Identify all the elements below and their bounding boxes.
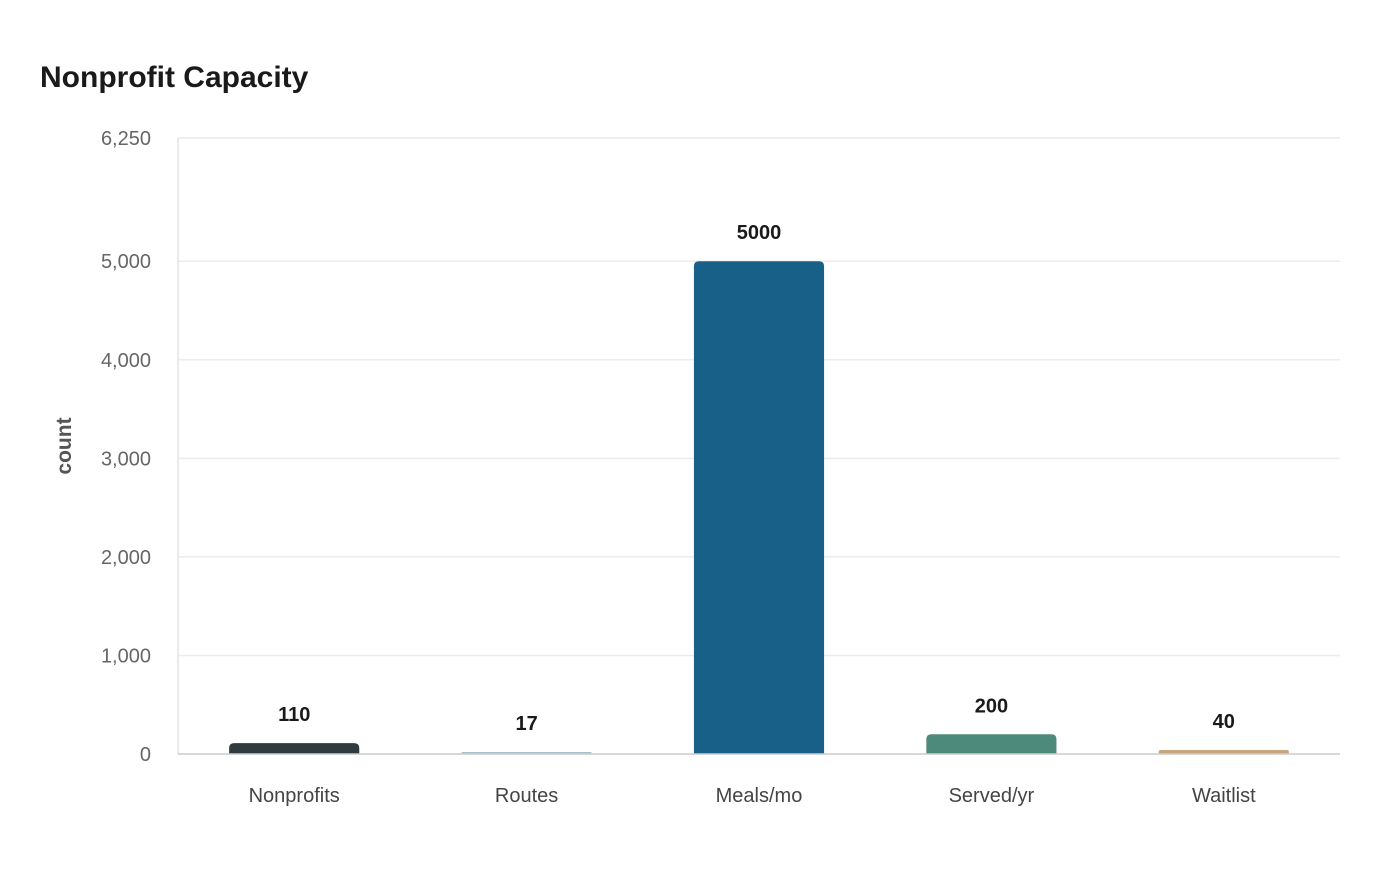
data-label: 200 bbox=[975, 695, 1008, 717]
y-tick-label: 5,000 bbox=[101, 251, 151, 273]
bar-served-yr bbox=[926, 734, 1057, 754]
bar-meals-mo bbox=[693, 261, 825, 754]
x-category-label: Served/yr bbox=[949, 785, 1035, 807]
data-label: 5000 bbox=[737, 222, 782, 244]
y-tick-labels: 0 1,000 2,000 3,000 4,000 5,000 6,250 bbox=[101, 128, 151, 766]
y-tick-label: 4,000 bbox=[101, 350, 151, 372]
y-tick-label: 6,250 bbox=[101, 128, 151, 150]
bars bbox=[229, 261, 1289, 754]
chart-title: Nonprofit Capacity bbox=[40, 61, 309, 94]
data-label: 17 bbox=[515, 713, 537, 735]
x-category-label: Routes bbox=[495, 785, 558, 807]
y-tick-label: 3,000 bbox=[101, 448, 151, 470]
bar-waitlist bbox=[1158, 750, 1289, 754]
y-tick-label: 1,000 bbox=[101, 645, 151, 667]
y-tick-label: 0 bbox=[140, 744, 151, 766]
x-category-label: Waitlist bbox=[1192, 785, 1256, 807]
category-labels: Nonprofits Routes Meals/mo Served/yr Waitlis… bbox=[249, 785, 1256, 807]
data-label: 110 bbox=[278, 704, 310, 726]
y-axis-title: count bbox=[53, 417, 76, 474]
x-category-label: Nonprofits bbox=[249, 785, 340, 807]
bar-nonprofits bbox=[229, 743, 360, 754]
y-tick-label: 2,000 bbox=[101, 547, 151, 569]
data-label: 40 bbox=[1213, 711, 1235, 733]
x-category-label: Meals/mo bbox=[716, 785, 803, 807]
data-labels: 110 17 5000 200 40 bbox=[278, 222, 1235, 735]
